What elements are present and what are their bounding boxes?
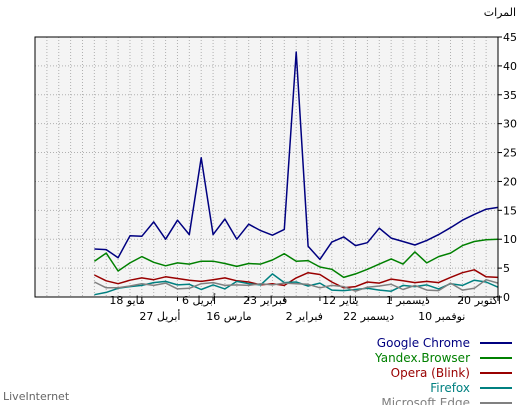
y-tick-label: 10 [503,233,517,246]
y-tick-label: 15 [503,204,517,217]
x-tick-label: 27 أبريل [139,309,180,323]
legend-label: Microsoft Edge [381,396,470,405]
y-tick-label: 40 [503,60,517,73]
y-axis-ticks: 0 5 10 15 20 25 30 35 40 45 [498,31,517,304]
x-tick-label: 18 مايو [109,294,145,307]
x-tick-label: 20 اكتوبر [457,294,501,307]
x-tick-label: 1 ديسمبر [386,294,430,307]
x-axis-ticks: 20 اكتوبر 10 نوفمبر 1 ديسمبر 22 ديسمبر 12 ين… [109,293,501,323]
x-tick-label: 6 أبريل [182,293,216,307]
plot-area [35,37,498,297]
y-tick-label: 35 [503,89,517,102]
legend-label: Firefox [430,381,470,395]
x-tick-label: 12 يناير [322,294,358,307]
y-tick-label: 0 [503,291,510,304]
y-tick-label: 30 [503,118,517,131]
y-tick-label: 25 [503,147,517,160]
series-line-firefox [94,273,499,296]
series-line-yandex-browser [93,238,499,279]
series-line-google-chrome [94,51,499,261]
x-tick-label: 16 مارس [206,310,252,323]
series-line-microsoft-edge [94,278,499,292]
legend-label: Yandex.Browser [374,351,470,365]
watermark-text: LiveInternet [3,390,70,403]
series-lines [93,51,499,296]
plot-frame [34,36,499,298]
legend-label: Opera (Blink) [391,366,470,380]
y-tick-label: 45 [503,31,517,44]
x-tick-label: 10 نوفمبر [418,310,465,323]
x-tick-label: 23 فبراير [243,294,287,307]
y-tick-label: 5 [503,262,510,275]
x-tick-label: 2 فبراير [286,310,323,323]
legend-label: Google Chrome [377,336,470,350]
series-line-opera-blink [94,269,499,289]
y-axis-label: المرات [484,6,516,19]
y-tick-label: 20 [503,175,517,188]
x-tick-label: 22 ديسمبر [343,310,394,323]
